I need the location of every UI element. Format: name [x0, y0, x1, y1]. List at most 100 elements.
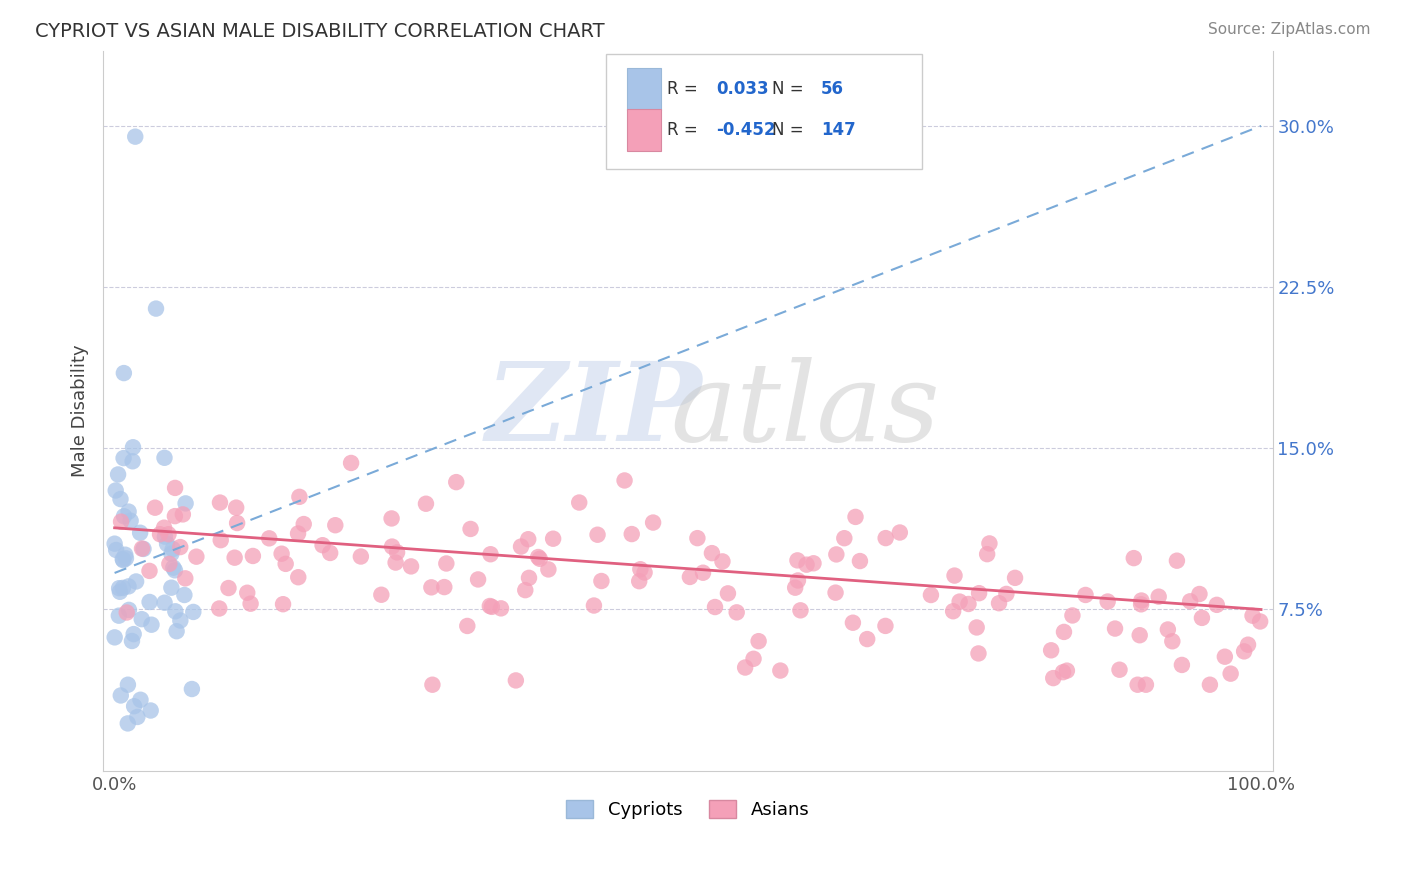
Text: ZIP: ZIP: [486, 357, 703, 465]
Point: [287, 526, 309, 541]
Point: [153, 450, 176, 465]
Point: [138, 595, 160, 609]
Point: [111, 581, 134, 595]
Point: [1042, 671, 1064, 685]
Point: [711, 554, 734, 568]
FancyBboxPatch shape: [627, 109, 661, 151]
Point: [686, 531, 709, 545]
Point: [1213, 649, 1236, 664]
Point: [889, 525, 911, 540]
Point: [1188, 587, 1211, 601]
Point: [145, 301, 167, 316]
Point: [174, 496, 197, 510]
Point: [292, 517, 315, 532]
Point: [105, 543, 128, 558]
Text: 147: 147: [821, 121, 856, 139]
Point: [734, 660, 756, 674]
Point: [350, 549, 373, 564]
Point: [1233, 644, 1256, 658]
Point: [138, 564, 160, 578]
Point: [529, 551, 551, 566]
Point: [515, 583, 537, 598]
Point: [169, 540, 191, 554]
Point: [121, 454, 143, 468]
Point: [613, 474, 636, 488]
Point: [568, 495, 591, 509]
Point: [162, 560, 184, 574]
Point: [163, 509, 186, 524]
Point: [174, 571, 197, 585]
Point: [467, 573, 489, 587]
Legend: Cypriots, Asians: Cypriots, Asians: [558, 793, 817, 827]
Point: [157, 527, 180, 541]
Point: [162, 542, 184, 557]
Point: [704, 600, 727, 615]
Point: [1130, 593, 1153, 607]
Point: [218, 581, 240, 595]
Point: [489, 601, 512, 615]
Point: [118, 603, 141, 617]
Point: [225, 500, 247, 515]
Point: [679, 570, 702, 584]
Point: [582, 599, 605, 613]
Point: [803, 556, 825, 570]
Point: [1122, 551, 1144, 566]
Point: [789, 603, 811, 617]
Text: 0.033: 0.033: [716, 80, 769, 98]
Text: Source: ZipAtlas.com: Source: ZipAtlas.com: [1208, 22, 1371, 37]
Point: [434, 557, 457, 571]
Point: [111, 552, 134, 566]
Point: [979, 536, 1001, 550]
Text: R =: R =: [666, 121, 697, 139]
Point: [725, 605, 748, 619]
Point: [1097, 594, 1119, 608]
Point: [141, 617, 163, 632]
Point: [825, 548, 848, 562]
Point: [1241, 608, 1264, 623]
Point: [769, 664, 792, 678]
Point: [433, 580, 456, 594]
Text: N =: N =: [772, 121, 804, 139]
Point: [112, 366, 135, 380]
Point: [1108, 663, 1130, 677]
Point: [415, 497, 437, 511]
Point: [849, 554, 872, 568]
Point: [165, 604, 187, 618]
FancyBboxPatch shape: [627, 68, 661, 110]
Point: [1130, 597, 1153, 611]
Point: [122, 627, 145, 641]
Point: [967, 647, 990, 661]
Point: [517, 533, 540, 547]
Point: [208, 495, 231, 509]
Point: [1178, 594, 1201, 608]
Point: [1056, 664, 1078, 678]
Point: [181, 605, 204, 619]
Point: [1129, 628, 1152, 642]
Point: [1126, 678, 1149, 692]
Point: [186, 549, 208, 564]
Point: [115, 551, 138, 566]
Point: [1074, 588, 1097, 602]
Point: [108, 584, 131, 599]
Point: [226, 516, 249, 530]
Point: [700, 546, 723, 560]
Point: [384, 556, 406, 570]
Point: [785, 581, 807, 595]
Point: [242, 549, 264, 563]
Point: [153, 530, 176, 544]
Point: [1161, 634, 1184, 648]
Point: [108, 608, 131, 623]
Point: [834, 531, 856, 545]
Point: [844, 509, 866, 524]
Point: [112, 553, 135, 567]
Point: [132, 541, 155, 556]
Point: [1104, 622, 1126, 636]
Point: [287, 570, 309, 584]
Point: [117, 678, 139, 692]
Point: [169, 614, 191, 628]
Point: [943, 568, 966, 582]
Point: [787, 574, 810, 588]
Point: [1135, 678, 1157, 692]
Point: [420, 580, 443, 594]
Point: [1052, 665, 1074, 680]
